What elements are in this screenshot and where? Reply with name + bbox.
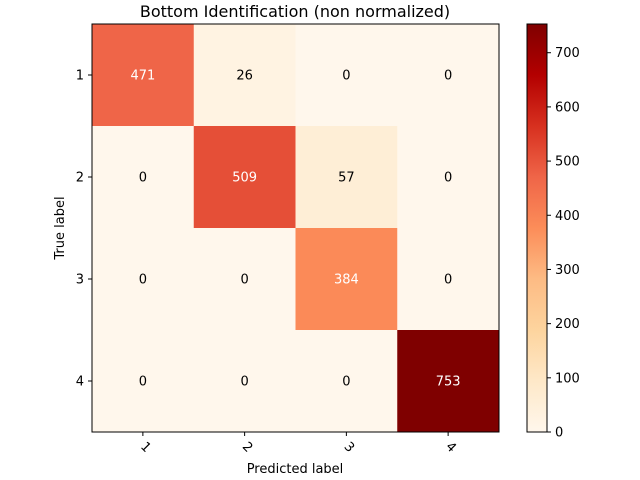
colorbar-tick-label-200: 200 [555,317,580,332]
cell-value-r1-c4: 0 [444,69,452,84]
cell-value-r4-c3: 0 [342,375,350,390]
cell-value-r2-c1: 0 [139,171,147,186]
heatmap-cell-r3-c1 [92,228,195,331]
cell-value-r1-c1: 471 [130,69,155,84]
plot-frame [91,23,500,433]
colorbar-tick-label-500: 500 [555,155,580,170]
heatmap-cell-r1-c4 [397,24,500,127]
cell-value-r3-c4: 0 [444,273,452,288]
x-tick-label-1: 1 [137,439,153,455]
colorbar-tick-label-400: 400 [555,209,580,224]
x-axis-label: Predicted label [247,462,344,477]
heatmap-cells [92,24,500,433]
cell-value-labels: 471 26 0 0 0 509 57 0 0 0 384 0 0 0 0 753 [130,69,460,390]
colorbar [526,23,548,433]
x-axis-ticks: 1 2 3 4 [137,432,459,456]
y-axis-ticks: 1 2 3 4 [76,69,92,390]
y-tick-label-4: 4 [76,375,84,390]
x-tick-label-3: 3 [341,439,357,455]
heatmap-cell-r4-c3 [295,330,398,433]
cell-value-r2-c4: 0 [444,171,452,186]
cell-value-r3-c3: 384 [334,273,359,288]
y-tick-label-2: 2 [76,171,84,186]
cell-value-r4-c4: 753 [436,375,461,390]
x-tick-label-4: 4 [442,439,458,455]
chart-title: Bottom Identification (non normalized) [140,2,450,21]
cell-value-r3-c2: 0 [240,273,248,288]
cell-value-r2-c3: 57 [338,171,355,186]
colorbar-tick-label-300: 300 [555,263,580,278]
heatmap-cell-r4-c2 [193,330,296,433]
heatmap-cell-r4-c4 [397,330,500,433]
colorbar-tick-label-600: 600 [555,100,580,115]
colorbar-ticks: 0 100 200 300 400 500 600 700 [547,46,580,441]
colorbar-tick-label-100: 100 [555,371,580,386]
cell-value-r1-c2: 26 [236,69,253,84]
heatmap-cell-r1-c2 [193,24,296,127]
cell-value-r4-c2: 0 [240,375,248,390]
colorbar-tick-label-700: 700 [555,46,580,61]
x-tick-label-2: 2 [239,439,255,455]
heatmap-cell-r2-c3 [295,126,398,229]
cell-value-r4-c1: 0 [139,375,147,390]
heatmap-cell-r3-c3 [295,228,398,331]
cell-value-r3-c1: 0 [139,273,147,288]
y-tick-label-3: 3 [76,273,84,288]
y-axis-label: True label [53,196,68,260]
heatmap-cell-r3-c2 [193,228,296,331]
cell-value-r1-c3: 0 [342,69,350,84]
heatmap-cell-r1-c3 [295,24,398,127]
heatmap-cell-r2-c2 [193,126,296,229]
heatmap-cell-r2-c1 [92,126,195,229]
colorbar-tick-label-0: 0 [555,426,563,441]
heatmap-cell-r3-c4 [397,228,500,331]
heatmap-cell-r2-c4 [397,126,500,229]
cell-value-r2-c2: 509 [232,171,257,186]
heatmap-cell-r4-c1 [92,330,195,433]
heatmap-cell-r1-c1 [92,24,195,127]
y-tick-label-1: 1 [76,69,84,84]
